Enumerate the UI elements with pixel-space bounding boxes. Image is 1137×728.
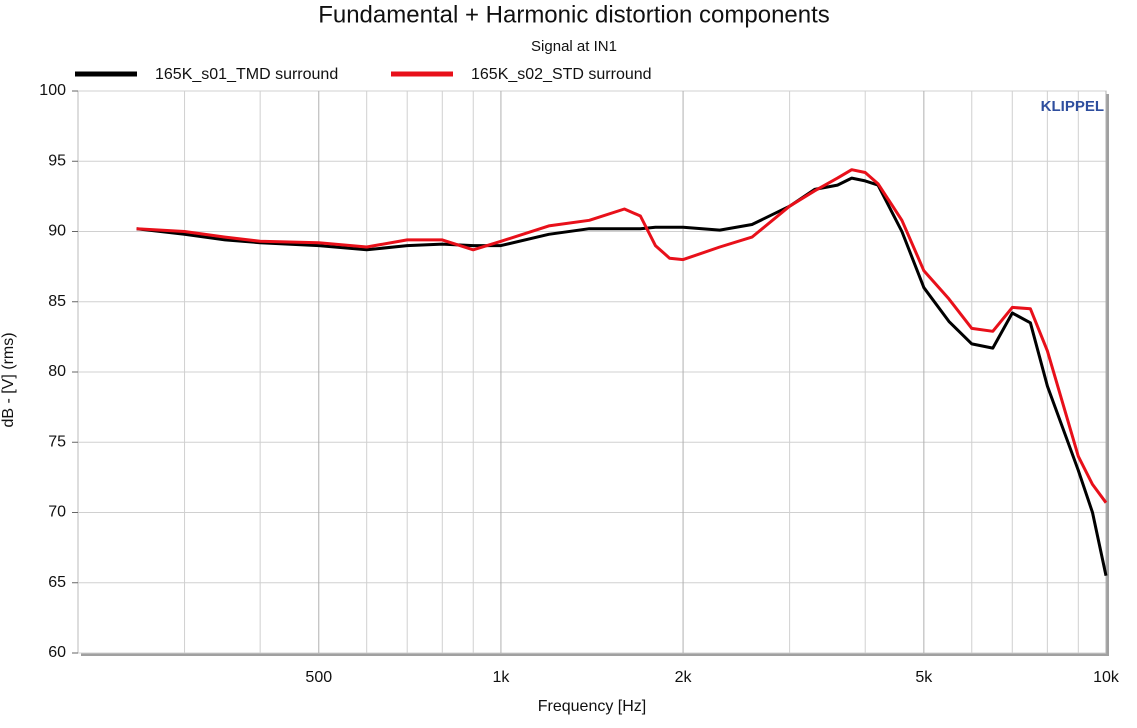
y-tick-label: 90 — [48, 223, 66, 240]
legend-label: 165K_s01_TMD surround — [155, 66, 338, 83]
x-tick-label: 2k — [675, 669, 693, 686]
y-tick-label: 60 — [48, 644, 66, 661]
y-tick-label: 65 — [48, 574, 66, 591]
y-tick-label: 75 — [48, 433, 66, 450]
watermark: KLIPPEL — [1041, 98, 1104, 115]
y-tick-label: 95 — [48, 152, 66, 169]
y-tick-label: 80 — [48, 363, 66, 380]
x-tick-label: 500 — [305, 669, 332, 686]
y-axis-label: dB - [V] (rms) — [0, 332, 17, 427]
y-tick-label: 100 — [39, 82, 66, 99]
data-line — [136, 168, 1108, 504]
x-tick-label: 10k — [1093, 669, 1120, 686]
data-line — [136, 176, 1108, 577]
x-tick-label: 1k — [492, 669, 510, 686]
y-tick-label: 85 — [48, 293, 66, 310]
chart-subtitle: Signal at IN1 — [531, 38, 617, 55]
legend-label: 165K_s02_STD surround — [471, 66, 652, 83]
x-axis-label: Frequency [Hz] — [538, 698, 646, 715]
chart-title: Fundamental + Harmonic distortion compon… — [318, 1, 830, 28]
y-tick-label: 70 — [48, 504, 66, 521]
x-tick-label: 5k — [915, 669, 933, 686]
